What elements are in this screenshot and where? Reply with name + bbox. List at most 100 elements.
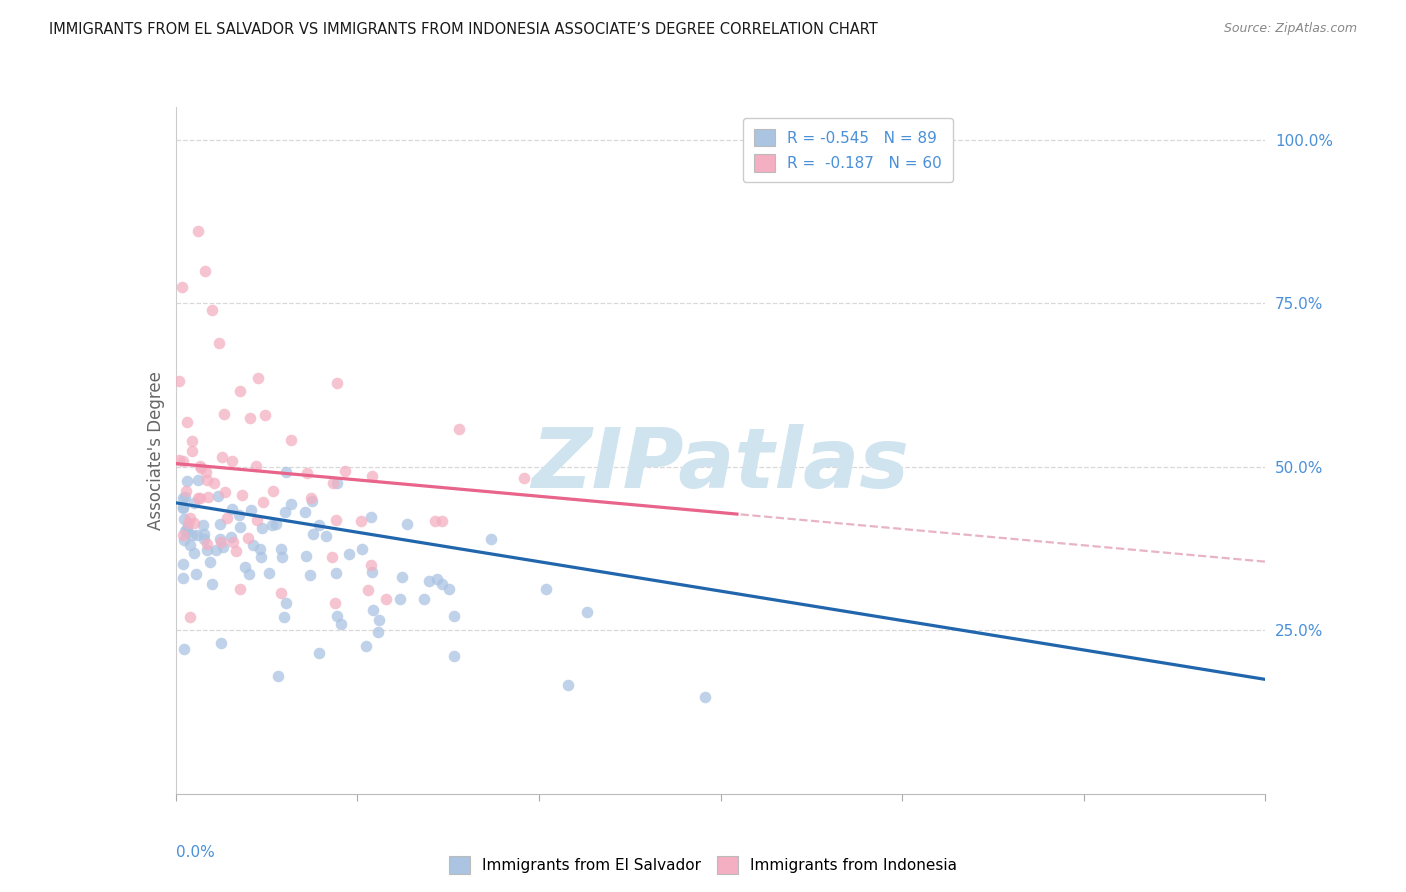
Point [221,454,243,468]
Point [229,582,252,597]
Point [350,514,373,528]
Point [173,524,195,538]
Point [219,530,242,544]
Point [208,516,231,531]
Point [413,591,436,606]
Point [301,527,323,541]
Point [176,415,198,429]
Point [186,224,209,238]
Point [418,574,440,588]
Point [179,538,201,552]
Point [221,502,243,516]
Point [426,572,449,586]
Point [193,532,215,546]
Point [193,527,215,541]
Point [557,678,579,692]
Point [280,497,302,511]
Point [198,556,221,570]
Point [195,473,218,487]
Point [200,577,222,591]
Point [201,302,224,317]
Point [209,532,232,546]
Point [325,596,347,610]
Point [190,460,212,475]
Point [356,583,378,598]
Point [245,458,267,473]
Text: Source: ZipAtlas.com: Source: ZipAtlas.com [1223,22,1357,36]
Point [181,434,204,448]
Point [534,582,557,596]
Point [308,646,330,660]
Point [173,533,195,547]
Point [389,592,412,607]
Point [195,542,218,557]
Point [194,263,217,277]
Point [337,547,360,561]
Point [301,494,323,508]
Text: 0.0%: 0.0% [176,846,215,861]
Point [188,458,211,473]
Point [176,483,198,498]
Point [367,613,389,627]
Point [212,407,235,421]
Point [693,690,716,705]
Point [183,496,205,510]
Point [249,541,271,556]
Point [180,444,202,458]
Point [274,465,297,479]
Point [325,513,347,527]
Point [180,528,202,542]
Point [246,513,269,527]
Text: IMMIGRANTS FROM EL SALVADOR VS IMMIGRANTS FROM INDONESIA ASSOCIATE’S DEGREE CORR: IMMIGRANTS FROM EL SALVADOR VS IMMIGRANT… [49,22,877,37]
Point [205,543,228,558]
Point [249,549,271,564]
Point [294,505,316,519]
Point [179,511,201,525]
Point [252,495,274,509]
Point [208,335,231,350]
Point [360,509,382,524]
Point [280,433,302,447]
Point [173,512,195,526]
Point [239,502,262,516]
Text: ZIPatlas: ZIPatlas [531,424,910,505]
Point [207,489,229,503]
Point [391,570,413,584]
Legend: Immigrants from El Salvador, Immigrants from Indonesia: Immigrants from El Salvador, Immigrants … [443,850,963,880]
Point [173,491,195,505]
Point [432,576,454,591]
Point [197,490,219,504]
Point [396,517,419,532]
Point [367,625,389,640]
Point [172,454,194,468]
Point [173,642,195,657]
Point [176,524,198,539]
Point [267,669,290,683]
Point [176,521,198,535]
Point [221,535,243,549]
Point [315,529,337,543]
Point [209,535,232,549]
Point [254,408,277,422]
Point [479,532,502,546]
Point [176,474,198,488]
Point [270,586,292,600]
Point [214,485,236,500]
Point [231,488,253,502]
Point [172,571,194,585]
Y-axis label: Associate's Degree: Associate's Degree [146,371,165,530]
Point [361,468,384,483]
Point [423,514,446,528]
Point [322,475,344,490]
Point [325,566,347,580]
Point [172,501,194,516]
Point [194,466,217,480]
Point [276,596,298,610]
Point [260,517,283,532]
Point [225,543,247,558]
Point [211,450,233,464]
Point [228,508,250,522]
Point [356,640,378,654]
Point [270,541,292,556]
Point [439,582,461,596]
